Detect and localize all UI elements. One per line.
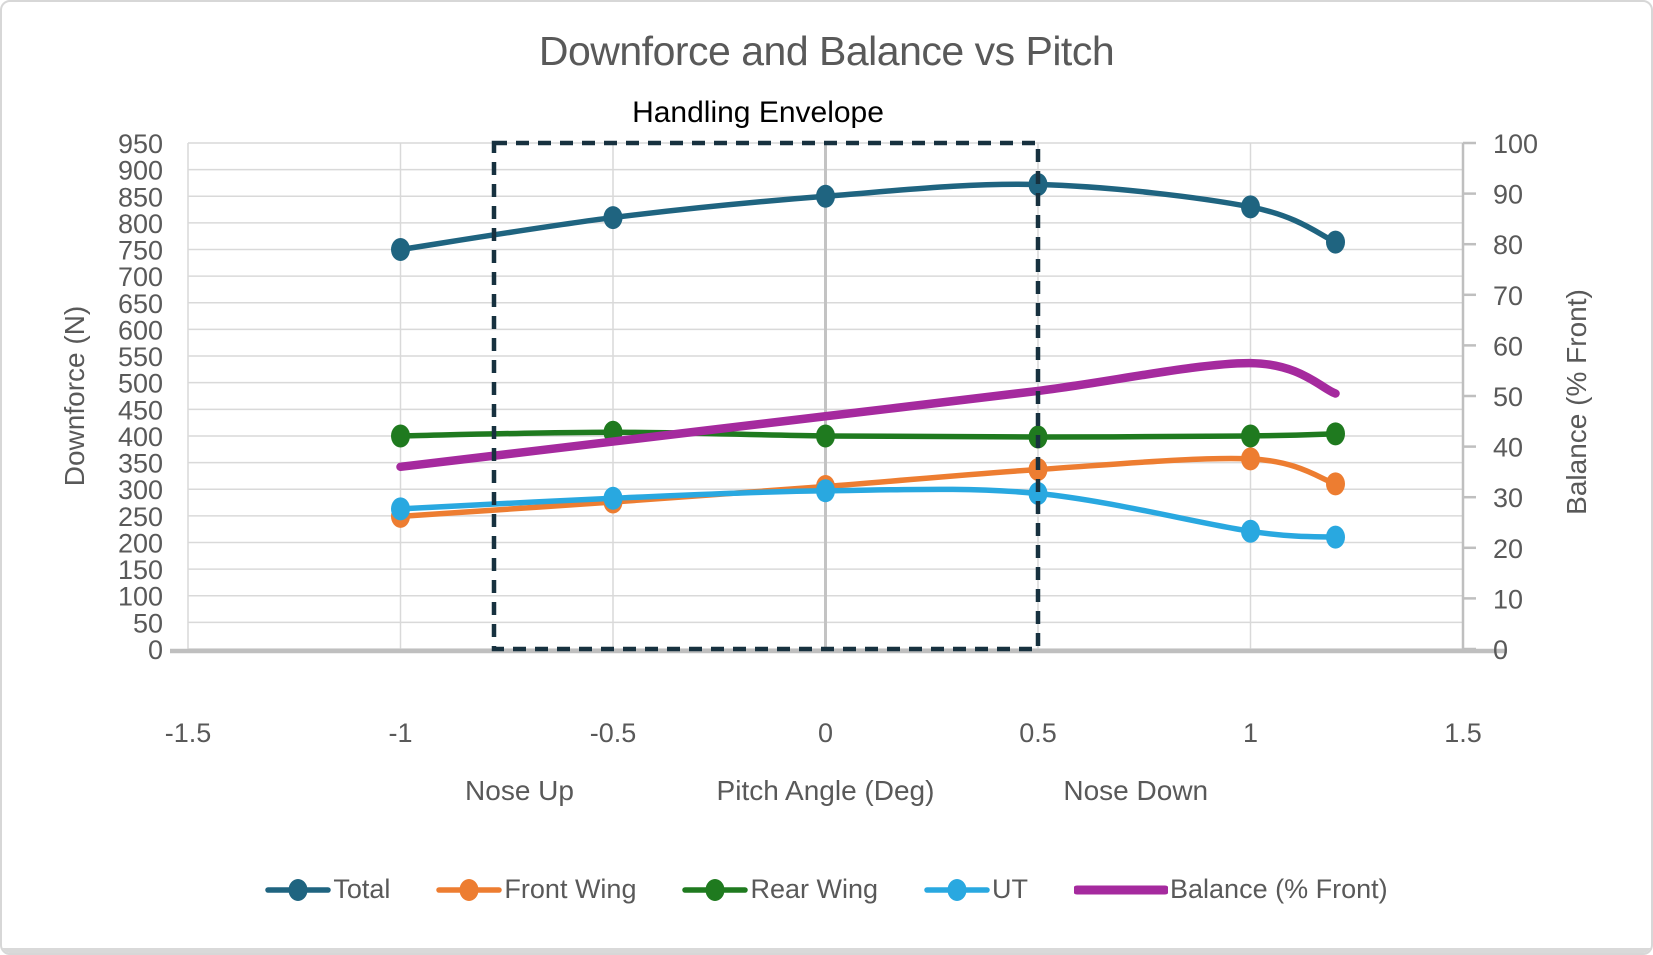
series-ut bbox=[391, 479, 1345, 549]
marker-ut-3 bbox=[1028, 481, 1048, 505]
marker-total-2 bbox=[816, 184, 835, 208]
y-right-tick-label: 60 bbox=[1493, 331, 1523, 361]
y-right-axis-title: Balance (% Front) bbox=[1561, 289, 1592, 515]
y-left-tick-label: 700 bbox=[118, 262, 163, 292]
marker-total-0 bbox=[391, 238, 410, 262]
legend-key-icon-balance-front bbox=[1074, 885, 1169, 894]
marker-rear-wing-0 bbox=[391, 424, 410, 448]
legend-key-icon-front-wing bbox=[436, 878, 503, 901]
marker-rear-wing-4 bbox=[1241, 424, 1260, 448]
marker-total-1 bbox=[603, 206, 623, 230]
y-left-tick-label: 950 bbox=[118, 129, 163, 159]
marker-total-3 bbox=[1028, 173, 1048, 197]
marker-rear-wing-5 bbox=[1326, 422, 1345, 446]
legend-key-icon-total bbox=[265, 878, 332, 901]
series-total bbox=[391, 173, 1345, 262]
y-right-tick-label: 70 bbox=[1493, 281, 1523, 311]
x-axis-zone-label-nose-up: Nose Up bbox=[465, 775, 574, 806]
x-tick-label: 0.5 bbox=[1019, 718, 1057, 748]
series-line-ut bbox=[397, 486, 1339, 540]
x-tick-label: 1 bbox=[1243, 718, 1258, 748]
y-left-tick-label: 650 bbox=[118, 289, 163, 319]
gridlines bbox=[187, 142, 1464, 650]
marker-ut-5 bbox=[1326, 525, 1345, 549]
y-left-tick-label: 850 bbox=[118, 182, 163, 212]
marker-total-4 bbox=[1241, 195, 1260, 219]
x-tick-label: 0 bbox=[818, 718, 833, 748]
series-rear-wing bbox=[391, 420, 1345, 449]
y-left-tick-label: 450 bbox=[118, 395, 163, 425]
x-tick-label: 1.5 bbox=[1444, 718, 1482, 748]
chart-title: Downforce and Balance vs Pitch bbox=[538, 28, 1115, 74]
legend-label-rear-wing: Rear Wing bbox=[750, 874, 879, 904]
legend-label-total: Total bbox=[333, 874, 391, 904]
y-left-axis-title: Downforce (N) bbox=[59, 306, 90, 486]
series-line-balance-front bbox=[396, 358, 1340, 472]
y-left-tick-label: 300 bbox=[118, 475, 163, 505]
series-line-total bbox=[397, 181, 1339, 253]
y-left-tick-label: 600 bbox=[118, 315, 163, 345]
y-left-tick-label: 750 bbox=[118, 236, 163, 266]
y-left-tick-label: 400 bbox=[118, 422, 163, 452]
legend-label-front-wing: Front Wing bbox=[504, 874, 637, 904]
y-right-tick-label: 30 bbox=[1493, 483, 1523, 513]
y-right-tick-label: 80 bbox=[1493, 230, 1523, 260]
y-left-tick-label: 900 bbox=[118, 156, 163, 186]
legend-label-balance-front: Balance (% Front) bbox=[1170, 874, 1388, 904]
marker-front-wing-4 bbox=[1241, 447, 1260, 471]
y-left-tick-label: 200 bbox=[118, 528, 163, 558]
y-left-tick-label: 100 bbox=[118, 582, 163, 612]
legend-item-ut: UT bbox=[924, 874, 1028, 905]
marker-ut-0 bbox=[391, 497, 410, 521]
legend-item-balance-front: Balance (% Front) bbox=[1074, 874, 1388, 905]
y-left-tick-label: 150 bbox=[118, 555, 163, 585]
y-right-tick-label: 0 bbox=[1493, 635, 1508, 665]
y-left-tick-label: 350 bbox=[118, 449, 163, 479]
y-right-tick-label: 10 bbox=[1493, 584, 1523, 614]
y-left-tick-label: 0 bbox=[148, 635, 163, 665]
x-tick-label: -1.5 bbox=[165, 718, 212, 748]
marker-total-5 bbox=[1326, 230, 1345, 254]
right-axis-ticks bbox=[1463, 141, 1476, 651]
frame-bottom-edge bbox=[2, 948, 1651, 953]
x-axis-title: Pitch Angle (Deg) bbox=[717, 775, 935, 806]
y-right-tick-label: 100 bbox=[1493, 129, 1538, 159]
legend-item-front-wing: Front Wing bbox=[436, 874, 636, 905]
series-balance-front bbox=[396, 358, 1340, 472]
legend-item-total: Total bbox=[265, 874, 390, 905]
marker-ut-4 bbox=[1241, 519, 1260, 543]
x-tick-label: -1 bbox=[388, 718, 412, 748]
marker-ut-2 bbox=[816, 479, 835, 503]
marker-ut-1 bbox=[603, 486, 623, 510]
legend-label-ut: UT bbox=[992, 874, 1029, 904]
handling-envelope-label: Handling Envelope bbox=[632, 96, 884, 129]
legend-item-rear-wing: Rear Wing bbox=[682, 874, 878, 905]
x-axis-zone-label-nose-down: Nose Down bbox=[1063, 775, 1208, 806]
x-tick-label: -0.5 bbox=[590, 718, 637, 748]
y-right-tick-label: 50 bbox=[1493, 382, 1523, 412]
y-left-tick-label: 50 bbox=[133, 608, 163, 638]
legend-key-icon-ut bbox=[924, 878, 990, 901]
marker-rear-wing-2 bbox=[816, 424, 835, 448]
handling-envelope-box bbox=[491, 140, 1041, 652]
y-right-tick-label: 20 bbox=[1493, 534, 1523, 564]
y-right-tick-label: 90 bbox=[1493, 180, 1523, 210]
legend-key-icon-rear-wing bbox=[682, 878, 749, 901]
y-left-tick-label: 500 bbox=[118, 369, 163, 399]
y-left-tick-label: 800 bbox=[118, 209, 163, 239]
y-right-tick-label: 40 bbox=[1493, 433, 1523, 463]
y-left-tick-label: 250 bbox=[118, 502, 163, 532]
marker-front-wing-5 bbox=[1326, 472, 1345, 496]
y-left-tick-label: 550 bbox=[118, 342, 163, 372]
chart-legend: Total Front Wing Rear Wing UT Balance (% Fro… bbox=[2, 874, 1651, 905]
